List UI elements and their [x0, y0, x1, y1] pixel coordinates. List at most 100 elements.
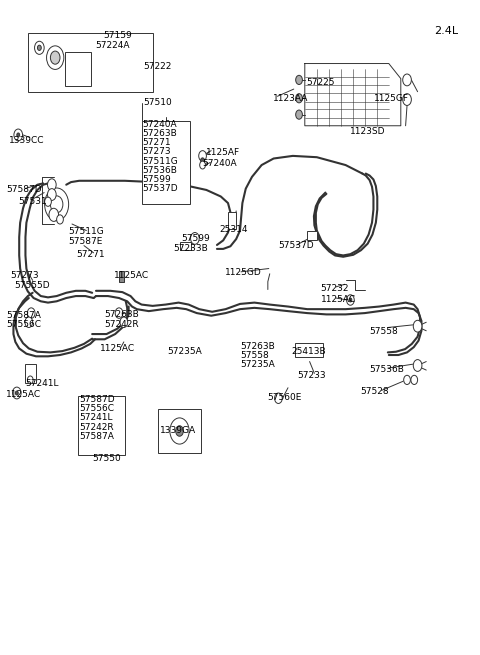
- Circle shape: [200, 161, 205, 169]
- Circle shape: [48, 179, 56, 191]
- Text: 57242R: 57242R: [105, 320, 139, 329]
- Circle shape: [191, 233, 199, 244]
- Text: 57556C: 57556C: [6, 320, 41, 329]
- Circle shape: [296, 94, 302, 103]
- Circle shape: [199, 151, 206, 161]
- Text: 57537D: 57537D: [143, 184, 178, 193]
- Circle shape: [404, 375, 410, 384]
- Circle shape: [115, 308, 123, 318]
- Text: 1339CC: 1339CC: [9, 136, 44, 145]
- Text: 57599: 57599: [143, 175, 171, 184]
- Text: 57273: 57273: [11, 271, 39, 280]
- Circle shape: [50, 51, 60, 64]
- Bar: [142, 121, 190, 204]
- Text: 57241L: 57241L: [79, 413, 113, 422]
- Circle shape: [347, 295, 354, 305]
- Circle shape: [170, 418, 189, 444]
- Text: 1125AC: 1125AC: [6, 390, 41, 399]
- Bar: [180, 242, 191, 250]
- Circle shape: [14, 129, 23, 141]
- Text: 57263B: 57263B: [105, 310, 139, 319]
- Bar: [65, 52, 91, 86]
- Text: 57587A: 57587A: [79, 432, 114, 441]
- Circle shape: [17, 133, 20, 137]
- Circle shape: [403, 94, 411, 105]
- Text: 57587E: 57587E: [68, 236, 103, 246]
- Text: 1123AA: 1123AA: [273, 94, 308, 103]
- Text: 57271: 57271: [76, 250, 105, 259]
- Text: 57235A: 57235A: [240, 360, 275, 369]
- Bar: [228, 212, 236, 229]
- Circle shape: [296, 75, 302, 84]
- Circle shape: [411, 375, 418, 384]
- Circle shape: [35, 41, 44, 54]
- Text: 1339GA: 1339GA: [160, 426, 196, 436]
- Text: 57558: 57558: [370, 327, 398, 336]
- Text: 1125AC: 1125AC: [100, 344, 135, 353]
- Text: 1125AF: 1125AF: [206, 148, 240, 157]
- Circle shape: [413, 320, 422, 332]
- Text: 57159: 57159: [103, 31, 132, 40]
- Bar: [25, 364, 36, 383]
- Text: 57511G: 57511G: [143, 157, 178, 166]
- Text: 57587D: 57587D: [79, 395, 115, 404]
- Circle shape: [413, 360, 422, 371]
- Text: 57560E: 57560E: [267, 393, 301, 402]
- Circle shape: [296, 110, 302, 119]
- Bar: [295, 343, 323, 357]
- Circle shape: [25, 317, 33, 328]
- Text: 1125GD: 1125GD: [225, 268, 262, 277]
- Text: 57242R: 57242R: [79, 422, 114, 432]
- Text: 1125AC: 1125AC: [114, 271, 149, 280]
- Text: 57224A: 57224A: [95, 41, 130, 50]
- Text: 57263B: 57263B: [143, 129, 177, 138]
- Text: 57240A: 57240A: [143, 120, 177, 129]
- Circle shape: [12, 387, 21, 399]
- Bar: [78, 396, 125, 455]
- Text: 1123SD: 1123SD: [350, 126, 386, 136]
- Bar: [307, 231, 317, 240]
- Circle shape: [15, 391, 18, 395]
- Circle shape: [50, 196, 63, 213]
- Text: 57537D: 57537D: [278, 241, 314, 250]
- Text: 57233: 57233: [298, 371, 326, 380]
- Text: 57222: 57222: [143, 62, 171, 71]
- Text: 57510: 57510: [143, 98, 172, 107]
- Text: 57235A: 57235A: [167, 346, 202, 356]
- Text: 1125GF: 1125GF: [374, 94, 409, 103]
- Text: 57531: 57531: [18, 197, 47, 206]
- Text: 2.4L: 2.4L: [434, 26, 458, 36]
- Text: 57587A: 57587A: [6, 310, 41, 320]
- Circle shape: [57, 215, 63, 224]
- Circle shape: [176, 426, 183, 436]
- Circle shape: [49, 208, 59, 221]
- Text: 57241L: 57241L: [25, 379, 59, 388]
- Text: 57273: 57273: [143, 147, 171, 157]
- Circle shape: [275, 393, 282, 403]
- Text: 1125AC: 1125AC: [321, 295, 356, 305]
- Bar: [119, 271, 124, 282]
- Text: 57225: 57225: [306, 78, 335, 87]
- Text: 57555D: 57555D: [14, 281, 50, 290]
- Circle shape: [120, 317, 128, 328]
- Circle shape: [47, 46, 64, 69]
- Text: 57232: 57232: [321, 284, 349, 293]
- Circle shape: [403, 74, 411, 86]
- Circle shape: [45, 188, 69, 221]
- Bar: [28, 33, 153, 92]
- Text: 57528: 57528: [360, 387, 389, 396]
- Text: 57536B: 57536B: [370, 365, 405, 374]
- Circle shape: [27, 308, 35, 318]
- Text: 57271: 57271: [143, 138, 171, 147]
- Text: 57511G: 57511G: [68, 227, 104, 236]
- Text: 57240A: 57240A: [203, 159, 237, 168]
- Text: 57556C: 57556C: [79, 404, 114, 413]
- Text: 57233B: 57233B: [174, 244, 208, 253]
- Text: 25314: 25314: [219, 225, 247, 234]
- Text: 25413B: 25413B: [292, 347, 326, 356]
- Text: 57550: 57550: [93, 454, 121, 463]
- Circle shape: [201, 158, 204, 163]
- Circle shape: [27, 376, 33, 384]
- Text: 57558: 57558: [240, 351, 269, 360]
- Circle shape: [45, 197, 51, 206]
